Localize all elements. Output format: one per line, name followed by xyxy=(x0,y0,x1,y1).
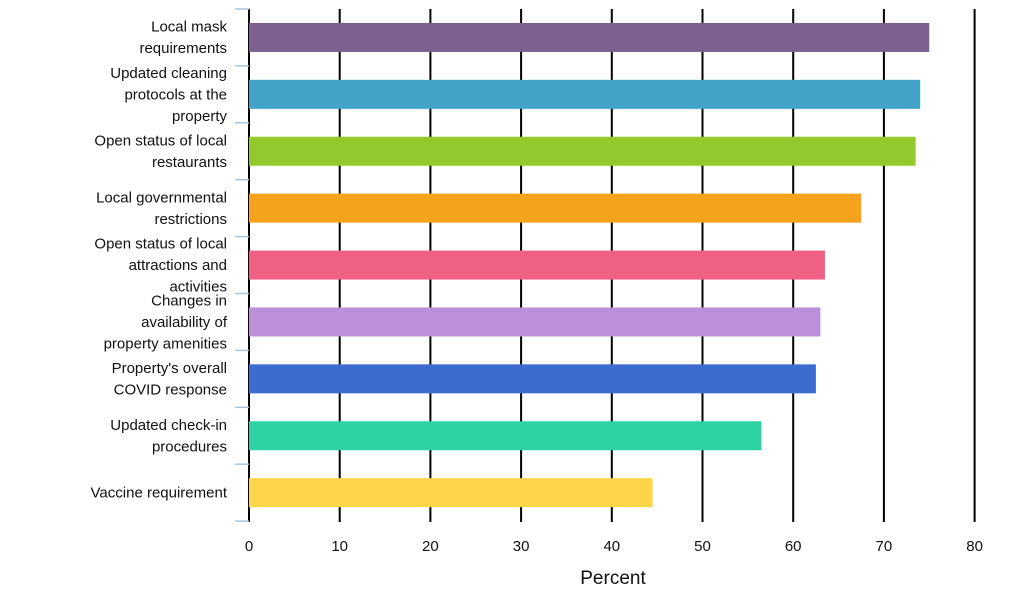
y-axis-ticks xyxy=(235,8,249,522)
x-tick-label-80: 80 xyxy=(966,538,983,555)
category-label-5: Changes in availability of property amenit… xyxy=(104,292,228,352)
bar-0 xyxy=(249,22,930,52)
x-tick-labels: 0 10 20 30 40 50 60 70 80 xyxy=(245,538,983,555)
bar-4 xyxy=(249,250,825,280)
x-tick-label-40: 40 xyxy=(603,538,620,555)
x-tick-label-60: 60 xyxy=(785,538,802,555)
x-tick-label-10: 10 xyxy=(331,538,348,555)
category-label-8: Vaccine requirement xyxy=(91,485,228,502)
bar-6 xyxy=(249,364,816,394)
bar-2 xyxy=(249,136,916,166)
bar-8 xyxy=(249,478,653,508)
category-label-6: Property's overall COVID response xyxy=(112,360,227,399)
category-label-4: Open status of local attractions and activ… xyxy=(94,236,227,296)
x-tick-label-50: 50 xyxy=(694,538,711,555)
x-axis-title: Percent xyxy=(580,568,646,589)
bar-1 xyxy=(249,79,921,109)
category-label-2: Open status of local restaurants xyxy=(94,133,227,172)
x-tick-label-0: 0 xyxy=(245,538,253,555)
category-label-7: Updated check-in procedures xyxy=(110,417,227,456)
bar-5 xyxy=(249,307,821,337)
category-label-1: Updated cleaning protocols at the property xyxy=(110,65,227,125)
bar-3 xyxy=(249,193,862,223)
category-label-0: Local mask requirements xyxy=(139,19,227,58)
bar-7 xyxy=(249,421,762,451)
category-labels: Local mask requirements Updated cleaning pr… xyxy=(91,19,228,502)
x-tick-label-30: 30 xyxy=(513,538,530,555)
bars xyxy=(249,22,930,508)
x-tick-label-70: 70 xyxy=(876,538,893,555)
category-label-3: Local governmental restrictions xyxy=(96,189,227,228)
x-tick-label-20: 20 xyxy=(422,538,439,555)
